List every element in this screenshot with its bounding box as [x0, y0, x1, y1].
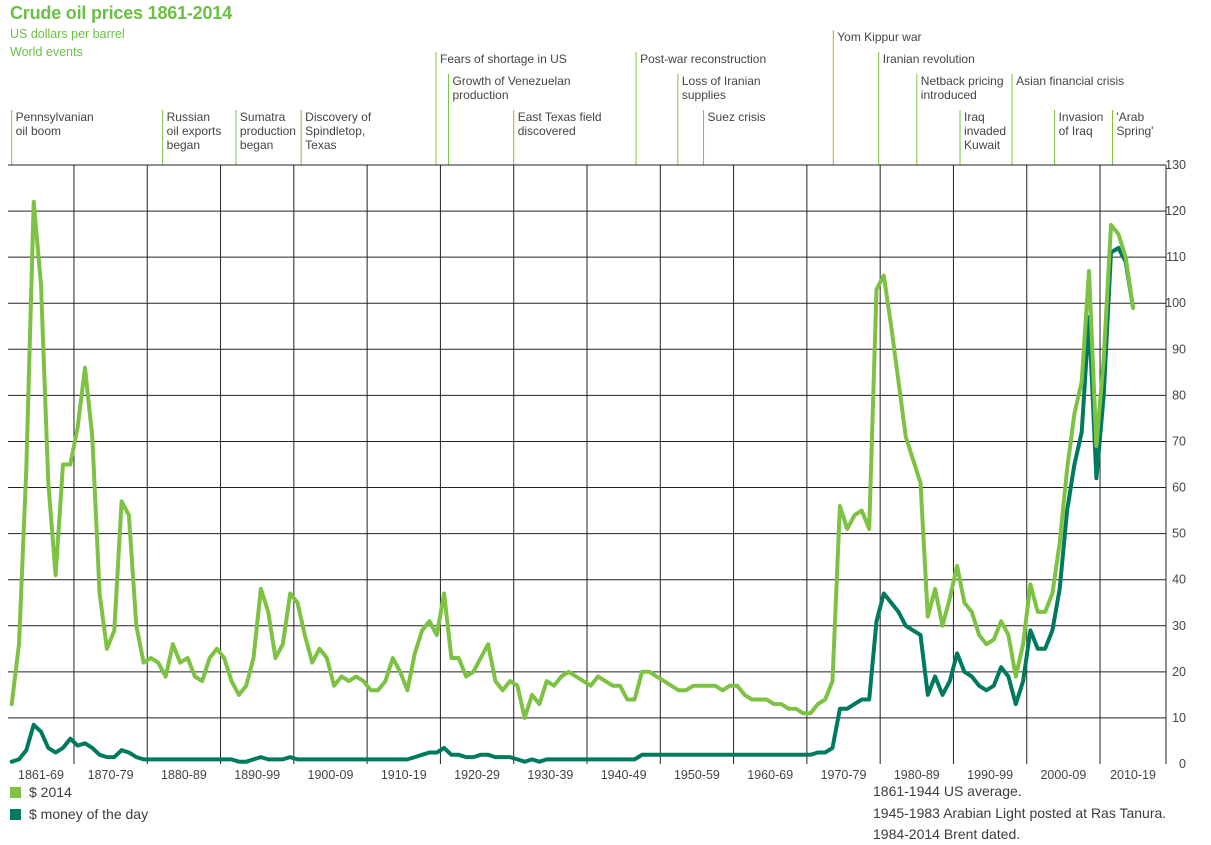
event-label: Netback pricing	[921, 74, 1004, 88]
event-label: oil exports	[167, 124, 222, 138]
event-label: Iraq	[964, 110, 985, 124]
x-decade-label: 1960-69	[747, 768, 793, 782]
event-label: Invasion	[1059, 110, 1104, 124]
x-decade-label: 1910-19	[381, 768, 427, 782]
event-label: production	[452, 88, 508, 102]
legend-label-money-of-day: $ money of the day	[29, 806, 149, 822]
event-label: began	[167, 138, 200, 152]
legend-swatch-2014	[10, 786, 21, 798]
y-tick-label: 50	[1172, 527, 1186, 541]
series-line	[9, 245, 1135, 764]
x-decade-label: 1970-79	[821, 768, 867, 782]
series-lines	[9, 199, 1135, 764]
chart-title: Crude oil prices 1861-2014	[10, 3, 232, 23]
source-note-2: 1945-1983 Arabian Light posted at Ras Ta…	[873, 805, 1167, 821]
x-decade-label: 1880-89	[161, 768, 207, 782]
x-decade-label: 1990-99	[967, 768, 1013, 782]
x-decade-label: 2000-09	[1040, 768, 1086, 782]
event-label: Discovery of	[305, 110, 372, 124]
x-decade-label: 1900-09	[308, 768, 354, 782]
event-label: Pennsylvanian	[16, 110, 94, 124]
event-label: Loss of Iranian	[682, 74, 761, 88]
event-label: of Iraq	[1059, 124, 1093, 138]
y-tick-label: 120	[1165, 204, 1186, 218]
event-label: Growth of Venezuelan	[452, 74, 570, 88]
legend-label-2014: $ 2014	[29, 784, 72, 800]
x-decade-label: 1940-49	[601, 768, 647, 782]
axis-labels: 0 10 20 30 40 50 60 70 80 90 100 110 120 130 1861-69 18…	[18, 158, 1186, 782]
event-label: East Texas field	[518, 110, 602, 124]
y-tick-label: 40	[1172, 573, 1186, 587]
y-tick-label: 130	[1165, 158, 1186, 172]
event-label: Spindletop,	[305, 124, 365, 138]
x-decade-label: 1930-39	[527, 768, 573, 782]
event-label: Kuwait	[964, 138, 1001, 152]
event-label: Fears of shortage in US	[440, 52, 567, 66]
event-label: Suez crisis	[708, 110, 766, 124]
chart-subtitle: US dollars per barrel	[10, 27, 125, 41]
x-decade-label: 1861-69	[18, 768, 64, 782]
y-tick-label: 60	[1172, 481, 1186, 495]
series-line	[9, 199, 1135, 720]
event-label: production	[240, 124, 296, 138]
legend-item-money-of-day: $ money of the day	[10, 806, 148, 822]
legend-item-2014: $ 2014	[10, 784, 72, 800]
source-note-1: 1861-1944 US average.	[873, 783, 1022, 799]
y-tick-label: 100	[1165, 296, 1186, 310]
y-tick-label: 30	[1172, 619, 1186, 633]
event-label: Iranian revolution	[883, 52, 975, 66]
event-label: Asian financial crisis	[1016, 74, 1124, 88]
event-label: oil boom	[16, 124, 61, 138]
y-tick-label: 70	[1172, 434, 1186, 448]
y-tick-label: 80	[1172, 388, 1186, 402]
event-label: supplies	[682, 88, 726, 102]
event-label: began	[240, 138, 273, 152]
y-tick-label: 0	[1179, 757, 1186, 771]
event-label: Texas	[305, 138, 336, 152]
event-label: Sumatra	[240, 110, 286, 124]
x-decade-label: 1950-59	[674, 768, 720, 782]
y-tick-label: 90	[1172, 342, 1186, 356]
event-label: discovered	[518, 124, 576, 138]
x-decade-label: 1920-29	[454, 768, 500, 782]
source-note-3: 1984-2014 Brent dated.	[873, 826, 1021, 842]
y-tick-label: 10	[1172, 711, 1186, 725]
y-tick-label: 20	[1172, 665, 1186, 679]
x-decade-label: 1870-79	[88, 768, 134, 782]
event-label: Yom Kippur war	[837, 30, 921, 44]
event-label: introduced	[921, 88, 977, 102]
event-label: 'Arab	[1116, 110, 1144, 124]
y-tick-label: 110	[1166, 250, 1186, 264]
x-decade-label: 1980-89	[894, 768, 940, 782]
event-label: Spring'	[1116, 124, 1153, 138]
event-label: Post-war reconstruction	[640, 52, 766, 66]
legend-swatch-money-of-day	[10, 808, 21, 820]
event-label: Russian	[167, 110, 210, 124]
events-label: World events	[10, 45, 83, 59]
event-label: invaded	[964, 124, 1006, 138]
x-decade-label: 2010-19	[1110, 768, 1156, 782]
x-decade-label: 1890-99	[234, 768, 280, 782]
chart-grid	[8, 164, 1167, 764]
